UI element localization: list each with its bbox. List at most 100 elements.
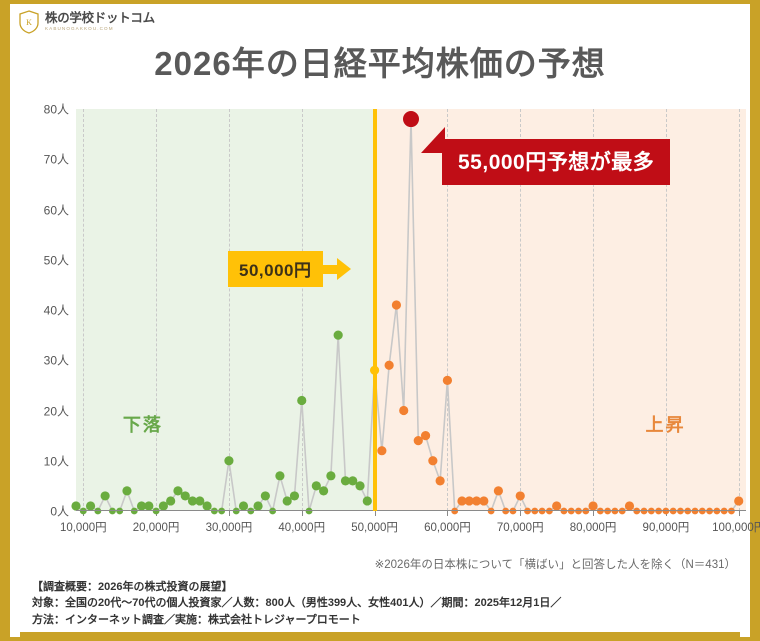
data-point	[662, 507, 670, 515]
data-point	[515, 491, 525, 501]
data-point	[282, 496, 292, 506]
data-point	[333, 330, 343, 340]
data-point	[531, 507, 539, 515]
data-point	[195, 496, 205, 506]
chart-footnote: ※2026年の日本株について「横ばい」と回答した人を除く（N＝431）	[374, 559, 736, 571]
data-point	[728, 507, 735, 515]
data-point	[311, 481, 321, 491]
data-point	[289, 491, 300, 501]
data-point	[706, 507, 713, 515]
x-axis-tick-label: 40,000円	[278, 522, 326, 534]
data-point	[224, 456, 234, 466]
data-point	[457, 496, 467, 506]
data-point	[130, 507, 138, 515]
data-point	[493, 486, 503, 496]
site-logo: K 株の学校ドットコム KABUNOGAKKOU.COM	[18, 10, 155, 34]
callout-55000-label: 55,000円予想が最多	[442, 139, 671, 185]
page-title: 2026年の日経平均株価の予想	[154, 45, 606, 82]
survey-summary-line-2: 対象：全国の20代〜70代の個人投資家／人数：800人（男性399人、女性401…	[32, 597, 562, 610]
data-point	[413, 436, 423, 446]
y-axis-tick-label: 50人	[43, 253, 69, 268]
grid-line-vertical	[228, 109, 230, 511]
data-point	[232, 507, 240, 515]
region-label-down: 下落	[122, 414, 163, 435]
data-point	[524, 507, 531, 515]
data-point	[509, 507, 517, 515]
grid-line-vertical	[156, 109, 158, 511]
svg-text:K: K	[26, 18, 32, 27]
data-point	[420, 431, 431, 441]
data-point	[79, 507, 87, 515]
data-point	[71, 501, 81, 511]
data-point	[677, 507, 684, 515]
y-axis-tick-label: 60人	[43, 203, 69, 217]
data-point	[180, 491, 190, 501]
x-axis-tick	[228, 511, 230, 516]
data-point	[187, 496, 198, 506]
y-axis-tick-label: 80人	[43, 102, 69, 117]
y-axis-tick-label: 40人	[43, 303, 69, 318]
grid-line-vertical	[83, 109, 85, 511]
x-axis-tick-label: 20,000円	[132, 522, 180, 534]
data-point	[588, 501, 598, 511]
region-band-down	[76, 109, 375, 511]
data-point	[269, 507, 277, 515]
data-point	[575, 507, 582, 515]
series-points	[71, 111, 744, 515]
x-axis-tick	[447, 511, 449, 516]
x-axis-tick	[738, 511, 740, 516]
callout-55000-tail	[421, 127, 445, 153]
data-point	[655, 507, 663, 515]
x-axis-tick-label: 30,000円	[205, 522, 253, 534]
shield-icon: K	[19, 10, 39, 34]
data-point	[116, 507, 124, 515]
data-point	[582, 507, 590, 515]
grid-line-vertical	[665, 109, 667, 511]
y-axis-tick-label: 0人	[50, 504, 69, 519]
data-point	[403, 111, 419, 128]
data-point	[144, 501, 154, 511]
data-point	[109, 507, 116, 515]
data-point	[464, 496, 474, 506]
data-point	[479, 496, 489, 506]
x-axis-tick	[520, 511, 522, 516]
data-point	[247, 507, 255, 515]
data-point	[166, 496, 176, 506]
data-point	[173, 486, 183, 496]
data-point	[136, 501, 147, 511]
data-point	[355, 481, 365, 491]
data-point	[218, 507, 226, 515]
data-point	[633, 507, 641, 515]
data-point	[297, 395, 307, 406]
data-point	[260, 491, 270, 501]
data-point	[391, 300, 402, 310]
data-point	[545, 507, 553, 515]
data-point	[691, 507, 699, 515]
grid-line-vertical	[447, 109, 449, 511]
data-point	[85, 501, 96, 511]
data-point	[94, 507, 102, 515]
data-point	[202, 501, 212, 511]
x-axis-tick-label: 70,000円	[496, 522, 544, 534]
survey-summary: 【調査概要：2026年の株式投資の展望】 対象：全国の20代〜70代の個人投資家…	[20, 572, 740, 633]
grid-line-vertical	[301, 109, 303, 511]
x-axis-tick-label: 90,000円	[642, 522, 690, 534]
survey-summary-line-3: 方法：インターネット調査／実施：株式会社トレジャープロモート	[32, 613, 361, 626]
data-point	[428, 456, 438, 466]
data-point	[487, 507, 495, 515]
data-point	[340, 476, 351, 486]
data-point	[502, 507, 510, 515]
data-series-plot	[71, 111, 744, 515]
data-point	[326, 471, 336, 481]
data-point	[567, 507, 575, 515]
data-point	[720, 507, 728, 515]
data-point	[734, 496, 744, 506]
data-point	[210, 507, 218, 515]
data-point	[604, 507, 612, 515]
data-point	[319, 486, 329, 496]
callout-50000-label: 50,000円	[228, 251, 323, 287]
data-point	[362, 496, 372, 506]
x-axis-tick	[301, 511, 303, 516]
x-axis-tick-label: 50,000円	[351, 522, 398, 534]
